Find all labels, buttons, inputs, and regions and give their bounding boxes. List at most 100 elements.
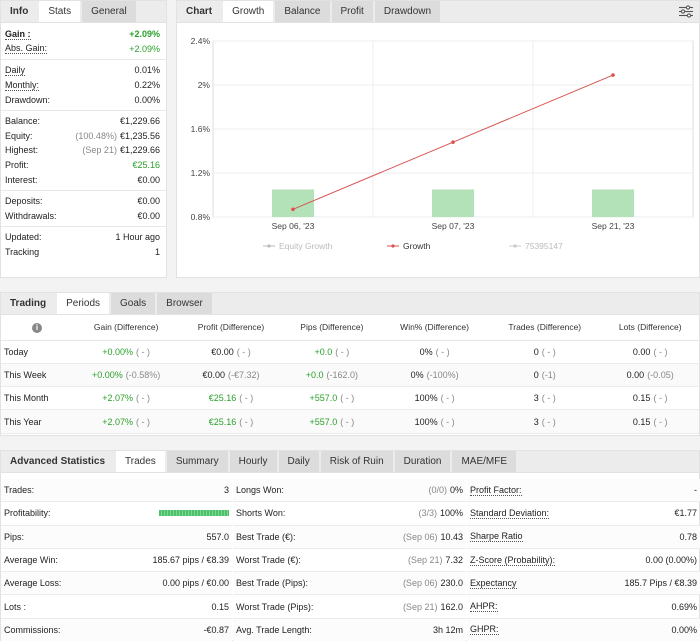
cell-value: €25.16 [208, 416, 237, 427]
tab-stats[interactable]: Stats [39, 1, 81, 22]
stat-label[interactable]: Gain : [5, 28, 31, 40]
cell-value: 0 [533, 369, 539, 380]
stat-label: Deposits: [5, 196, 43, 207]
adv-column-2: Longs Won: (0/0) 0% Shorts Won: (3/3) 100% Bes… [233, 479, 466, 641]
period-label: Today [1, 340, 73, 364]
stat-row-drawdown: Drawdown: 0.00% [1, 92, 166, 107]
adv-value-text: 185.67 pips / €8.39 [152, 555, 229, 566]
adv-row-average-win: Average Win: 185.67 pips / €8.39 [1, 549, 232, 573]
cell-difference: (-0.05) [647, 369, 674, 380]
adv-label: Worst Trade (Pips): [236, 601, 314, 612]
stat-label: Drawdown: [5, 94, 51, 105]
tab-browser[interactable]: Browser [157, 293, 212, 314]
stat-value-text: €0.00 [137, 174, 160, 185]
stat-label: Tracking [5, 247, 40, 258]
period-cell: +0.00% (-0.58%) [73, 363, 180, 388]
adv-label: Commissions: [4, 624, 61, 635]
cell-difference: ( - ) [653, 393, 668, 404]
adv-label[interactable]: Z-Score (Probability): [470, 554, 556, 566]
tab-goals[interactable]: Goals [111, 293, 156, 314]
tab-general[interactable]: General [82, 1, 136, 22]
cell-difference: (-162.0) [326, 369, 359, 380]
cell-value: 0.00 [632, 346, 651, 357]
stat-row-gain: Gain : +2.09% [1, 27, 166, 42]
adv-row-best-trade: Best Trade (€): (Sep 06) 10.43 [233, 525, 466, 549]
period-row-this-month: This Month +2.07%( - ) €25.16( - ) +557.0( … [1, 386, 699, 411]
legend-label[interactable]: 75395147 [525, 241, 563, 251]
stat-value-text: 1 [154, 247, 160, 258]
column-header-lots-difference: Lots (Difference) [601, 315, 699, 341]
period-cell: €25.16( - ) [179, 386, 283, 411]
info-icon[interactable]: i [1, 315, 73, 341]
adv-value-text: 230.0 [440, 578, 463, 589]
adv-label[interactable]: Standard Deviation: [470, 507, 550, 519]
cell-difference: (-1) [541, 369, 556, 380]
cell-difference: ( - ) [340, 416, 355, 427]
tab-mae-mfe[interactable]: MAE/MFE [452, 451, 517, 472]
period-cell: 0.00( - ) [601, 340, 699, 364]
cell-value: 3 [533, 393, 539, 404]
stat-value-text: €0.00 [137, 210, 160, 221]
legend-marker [513, 244, 517, 248]
stat-label[interactable]: Daily [5, 64, 26, 76]
growth-chart: 2.4% 2% 1.6% 1.2% 0.8% Sep 06, '23 Sep 07, '23… [191, 36, 694, 251]
growth-point [451, 140, 455, 144]
period-cell: 0.15( - ) [601, 386, 699, 411]
adv-label[interactable]: Expectancy [470, 577, 517, 589]
y-tick-label: 2% [198, 80, 211, 90]
stat-value: +2.09% [129, 29, 160, 39]
legend-marker [391, 244, 395, 248]
adv-label[interactable]: Profit Factor: [470, 484, 522, 496]
cell-value: 0.00 [626, 369, 645, 380]
tab-periods[interactable]: Periods [57, 293, 110, 314]
tab-balance[interactable]: Balance [275, 1, 330, 22]
adv-tabbar: Advanced Statistics Trades Summary Hourly Da… [1, 451, 699, 473]
tab-trading[interactable]: Trading [10, 298, 47, 309]
stat-label: Withdrawals: [5, 210, 57, 221]
tab-summary[interactable]: Summary [166, 451, 228, 472]
settings-sliders-icon[interactable] [679, 5, 693, 21]
adv-label[interactable]: Sharpe Ratio [470, 531, 523, 543]
adv-row-worst-trade: Worst Trade (€): (Sep 21) 7.32 [233, 549, 466, 573]
tab-info[interactable]: Info [10, 6, 29, 17]
tab-drawdown[interactable]: Drawdown [374, 1, 441, 22]
tab-duration[interactable]: Duration [394, 451, 451, 472]
stat-label: Balance: [5, 116, 41, 127]
tab-growth[interactable]: Growth [223, 1, 274, 22]
period-cell: 100%( - ) [381, 409, 489, 434]
cell-difference: ( - ) [435, 346, 450, 357]
tab-advanced-statistics[interactable]: Advanced Statistics [10, 456, 106, 467]
adv-value [159, 508, 229, 518]
adv-label[interactable]: AHPR: [470, 601, 498, 613]
y-tick-label: 1.6% [191, 124, 211, 134]
stat-row-interest: Interest: €0.00 [1, 172, 166, 187]
stat-row-deposits: Deposits: €0.00 [1, 194, 166, 209]
stat-label[interactable]: Abs. Gain: [5, 43, 48, 55]
adv-label: Average Loss: [4, 578, 62, 589]
adv-label[interactable]: GHPR: [470, 624, 499, 636]
legend-label[interactable]: Equity Growth [279, 241, 333, 251]
separator [1, 59, 166, 61]
tab-risk-of-ruin[interactable]: Risk of Ruin [320, 451, 393, 472]
adv-value-text: - [694, 485, 697, 496]
stat-label[interactable]: Monthly: [5, 79, 40, 91]
tab-trades[interactable]: Trades [116, 451, 165, 472]
adv-label: Pips: [4, 531, 25, 542]
stat-row-balance: Balance: €1,229.66 [1, 114, 166, 129]
stat-row-daily: Daily 0.01% [1, 63, 166, 78]
periods-table: i Gain (Difference) Profit (Difference) Pi… [1, 315, 699, 434]
tab-daily[interactable]: Daily [278, 451, 319, 472]
adv-label: Profitability: [4, 508, 51, 519]
legend-label[interactable]: Growth [403, 241, 431, 251]
tab-hourly[interactable]: Hourly [229, 451, 277, 472]
adv-column-1: Trades: 3 Profitability: Pips: 557.0 Average … [1, 479, 232, 641]
stat-row-profit: Profit: €25.16 [1, 158, 166, 173]
tab-chart[interactable]: Chart [186, 6, 213, 17]
x-tick-label: Sep 21, '23 [592, 221, 635, 231]
stat-value: +2.09% [129, 44, 160, 54]
adv-row-expectancy: Expectancy 185.7 Pips / €8.39 [467, 572, 700, 596]
period-cell: 3( - ) [488, 386, 602, 411]
tab-profit[interactable]: Profit [331, 1, 373, 22]
period-cell: 0% (-100%) [381, 363, 489, 388]
adv-value: -€0.87 [203, 625, 229, 635]
